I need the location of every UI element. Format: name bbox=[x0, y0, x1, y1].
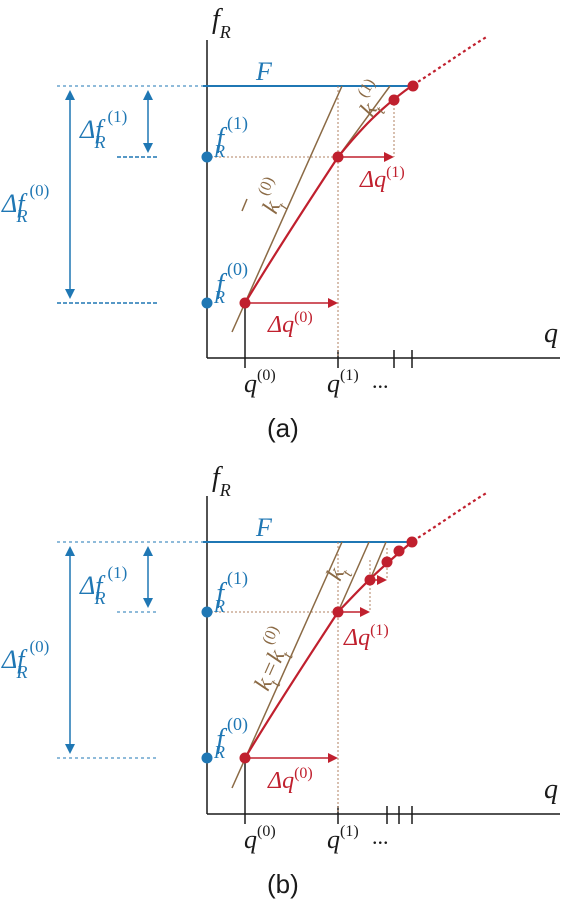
fr1-point-axis bbox=[201, 606, 213, 618]
fr1-point-axis bbox=[201, 151, 213, 163]
fr0-label: fR(0) bbox=[213, 714, 248, 762]
delta-fr1-label: ΔfR(1) bbox=[79, 107, 127, 152]
q0-tick-label: q(0) bbox=[244, 823, 276, 854]
fr1-label: fR(1) bbox=[213, 113, 248, 161]
kt-tangent-1 bbox=[337, 541, 370, 613]
kt-tangent-2 bbox=[369, 541, 387, 581]
response-curve bbox=[244, 540, 414, 759]
delta-fr0-label: ΔfR(0) bbox=[1, 637, 49, 682]
x-axis-label: q bbox=[544, 318, 558, 349]
dq1-label: Δq(1) bbox=[343, 622, 389, 651]
curve-point-3 bbox=[407, 80, 419, 92]
kt-equals-label: kt=kt(0) bbox=[242, 623, 305, 697]
curve-point-1 bbox=[332, 606, 344, 618]
F-label: F bbox=[255, 57, 273, 86]
curve-point-0 bbox=[239, 752, 251, 764]
curve-point-2 bbox=[388, 94, 400, 106]
fr0-label: fR(0) bbox=[213, 259, 248, 307]
panel-a: fR q F fR(1) fR(0) bbox=[1, 4, 560, 443]
y-axis-label: fR bbox=[212, 462, 231, 500]
q0-tick-label: q(0) bbox=[244, 367, 276, 398]
dq1-label: Δq(1) bbox=[359, 164, 405, 193]
ellipsis-label: ... bbox=[372, 824, 389, 849]
kt0-bar bbox=[241, 198, 248, 212]
response-curve-extension bbox=[412, 35, 489, 86]
response-curve-extension bbox=[412, 491, 489, 542]
caption-b: (b) bbox=[267, 869, 299, 899]
ellipsis-label: ... bbox=[372, 368, 389, 393]
kt0-tangent bbox=[231, 85, 343, 333]
fr0-point-axis bbox=[201, 752, 213, 764]
F-label: F bbox=[255, 513, 273, 542]
curve-point-5 bbox=[406, 536, 418, 548]
fr0-point-axis bbox=[201, 297, 213, 309]
caption-a: (a) bbox=[267, 413, 299, 443]
delta-fr1-label: ΔfR(1) bbox=[79, 563, 127, 608]
curve-point-3 bbox=[381, 556, 393, 568]
y-axis-label: fR bbox=[212, 4, 231, 42]
x-axis-label: q bbox=[544, 774, 558, 805]
fr1-label: fR(1) bbox=[213, 568, 248, 616]
curve-point-2 bbox=[364, 574, 376, 586]
curve-point-4 bbox=[393, 545, 405, 557]
kt-tangent-0 bbox=[231, 541, 343, 789]
panel-b: fR q F fR( bbox=[1, 462, 560, 899]
q1-tick-label: q(1) bbox=[327, 367, 359, 398]
delta-fr0-label: ΔfR(0) bbox=[1, 181, 49, 226]
dq0-label: Δq(0) bbox=[267, 309, 313, 338]
dq0-label: Δq(0) bbox=[267, 765, 313, 794]
curve-point-0 bbox=[239, 297, 251, 309]
q1-tick-label: q(1) bbox=[327, 823, 359, 854]
curve-point-1 bbox=[332, 151, 344, 163]
response-curve bbox=[244, 84, 414, 304]
